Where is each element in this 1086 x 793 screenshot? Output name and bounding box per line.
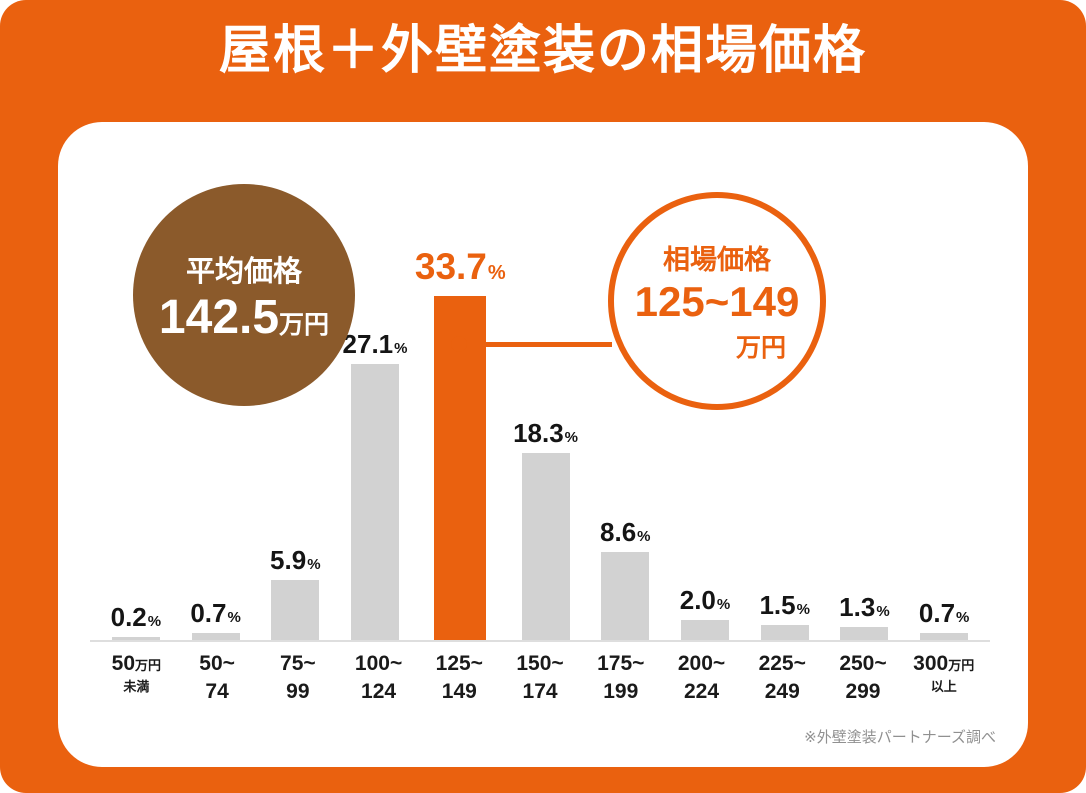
x-axis-label: 200~ 224 [677, 652, 726, 704]
x-axis-label: 150~ 174 [516, 652, 564, 704]
bar-column: 27.1% [335, 331, 415, 640]
bar-value-label: 27.1% [342, 329, 408, 359]
bar-value-label: 0.2% [110, 602, 162, 632]
x-axis-labels: 50万円 未満 50~ 74 75~ 99 100~ 124 125~ 149 150~ 174 175… [96, 650, 984, 707]
bar-column: 0.2% [96, 604, 176, 640]
bar-value-label: 1.3% [839, 592, 890, 622]
x-axis-label: 50万円 未満 [111, 652, 162, 695]
x-axis-label: 75~ 99 [280, 652, 316, 704]
market-price-range: 125~149 [634, 278, 800, 326]
x-axis-label: 100~ 124 [354, 652, 403, 704]
bar-column: 5.9% [255, 547, 335, 640]
connector-line [459, 342, 612, 347]
bar-column: 1.5% [745, 592, 825, 640]
bar [760, 625, 809, 640]
x-axis-line [90, 640, 990, 642]
x-axis-label: 300万円 以上 [913, 652, 975, 695]
bar-chart: 0.2% 0.7% 5.9% 27.1% 33.7% 18.3% 8.6% 2.0% 1.5% 1… [90, 122, 990, 767]
average-price-unit: 万円 [279, 311, 330, 339]
connector-dot [451, 336, 467, 352]
bar-column: 18.3% [506, 420, 586, 640]
x-axis-label: 250~ 299 [839, 652, 887, 704]
bar-column: 0.7% [176, 600, 256, 640]
bar [601, 552, 650, 640]
bar [191, 633, 240, 640]
bar-value-label: 2.0% [679, 585, 731, 615]
bar [680, 620, 729, 640]
bar [271, 580, 320, 640]
bar [920, 633, 969, 640]
bar-value-label: 8.6% [600, 517, 651, 547]
bar-value-label: 1.5% [759, 590, 810, 620]
bar-column: 0.7% [904, 600, 984, 640]
chart-title: 屋根＋外壁塗装の相場価格 [218, 22, 867, 80]
source-note: ※外壁塗装パートナーズ調べ [804, 729, 996, 746]
bar [351, 364, 400, 640]
bar-column: 33.7% [415, 248, 506, 640]
x-axis-label: 125~ 149 [435, 652, 483, 704]
x-axis-label: 225~ 249 [758, 652, 806, 704]
market-price-bubble: 相場価格 125~149 万円 [608, 192, 826, 410]
bar [840, 627, 889, 640]
bar-highlight [434, 296, 487, 640]
bar-value-label: 33.7% [414, 246, 506, 287]
chart-card: 0.2% 0.7% 5.9% 27.1% 33.7% 18.3% 8.6% 2.0% 1.5% 1… [58, 122, 1028, 767]
bar-value-label: 18.3% [513, 418, 579, 448]
average-price-label: 平均価格 [185, 256, 302, 288]
bar-value-label: 5.9% [270, 545, 321, 575]
bar-value-label: 0.7% [918, 598, 970, 628]
x-axis-label: 175~ 199 [597, 652, 645, 704]
average-price-value: 142.5万円 [159, 294, 329, 342]
average-price-bubble: 平均価格 142.5万円 [133, 184, 355, 406]
bars-row: 0.2% 0.7% 5.9% 27.1% 33.7% 18.3% 8.6% 2.0% 1.5% 1… [96, 248, 984, 640]
bar [111, 637, 160, 640]
x-axis-label: 50~ 74 [199, 652, 235, 704]
average-price-number: 142.5 [158, 291, 280, 344]
bar-column: 8.6% [585, 519, 665, 640]
bar-column: 1.3% [825, 594, 905, 640]
bar-value-label: 0.7% [190, 598, 241, 628]
bar-column: 2.0% [665, 587, 745, 640]
market-price-unit: 万円 [735, 333, 786, 362]
market-price-label: 相場価格 [663, 245, 771, 276]
bar [521, 453, 570, 640]
